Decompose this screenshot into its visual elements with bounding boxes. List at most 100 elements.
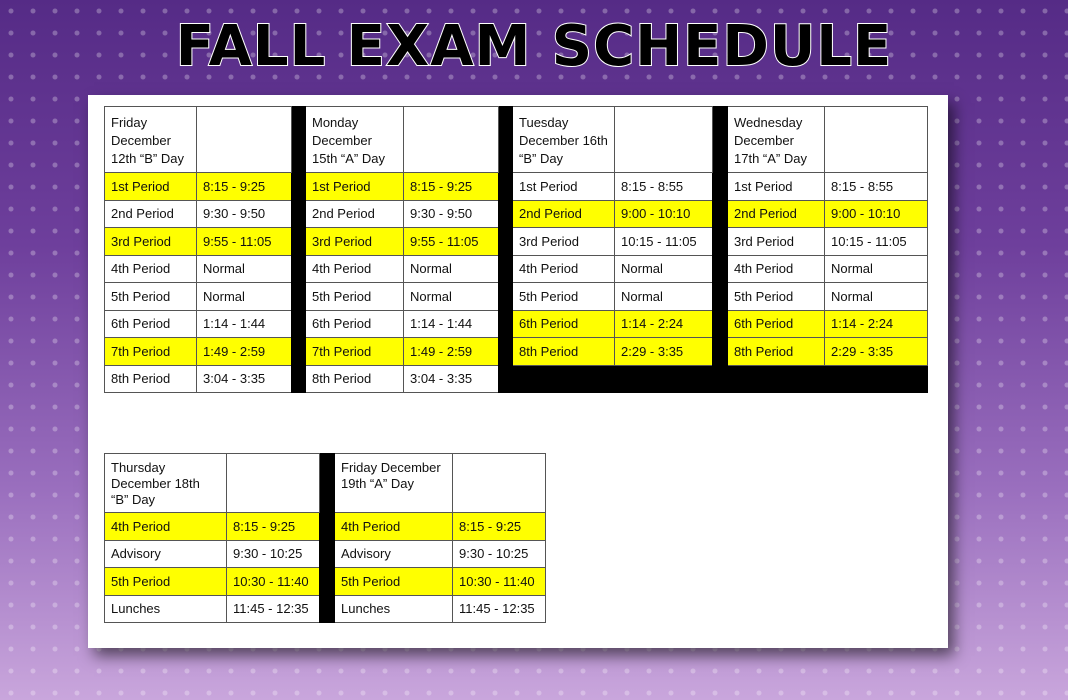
time-cell: 9:30 - 10:25 — [226, 539, 320, 568]
exam-schedule-table-end: Thursday December 18th “B” Day Friday Dec… — [104, 453, 546, 623]
time-cell: 8:15 - 9:25 — [403, 172, 499, 201]
day-separator — [498, 106, 513, 393]
blacked-out-cell — [512, 364, 713, 393]
period-cell: 2nd Period — [512, 199, 615, 228]
time-cell: 10:15 - 11:05 — [614, 227, 713, 256]
period-cell: 7th Period — [104, 337, 197, 366]
time-cell: 9:30 - 9:50 — [403, 199, 499, 228]
period-cell: 3rd Period — [727, 227, 825, 256]
table-row: 5th Period 10:30 - 11:40 5th Period 10:30 -… — [104, 567, 546, 596]
period-cell: 1st Period — [727, 172, 825, 201]
time-cell: 8:15 - 9:25 — [452, 512, 546, 541]
period-cell: 5th Period — [104, 282, 197, 311]
header-row: Friday December 12th “B” Day Monday Decem… — [104, 106, 928, 393]
period-cell: 4th Period — [512, 254, 615, 283]
day-header-tuesday-december-16th-b-day: Tuesday December 16th “B” Day — [512, 106, 615, 173]
period-cell: 1st Period — [104, 172, 197, 201]
period-cell: Lunches — [334, 594, 453, 623]
table-row: 5th Period Normal 5th Period Normal 5th Peri… — [104, 282, 928, 311]
time-cell: 1:14 - 1:44 — [403, 309, 499, 338]
period-cell: 1st Period — [305, 172, 404, 201]
period-cell: 3rd Period — [305, 227, 404, 256]
time-cell: Normal — [403, 254, 499, 283]
table-row: 4th Period 8:15 - 9:25 4th Period 8:15 - 9:… — [104, 512, 546, 541]
period-cell: 5th Period — [104, 567, 227, 596]
period-cell: 8th Period — [512, 337, 615, 366]
time-cell: 9:55 - 11:05 — [196, 227, 292, 256]
period-cell: 4th Period — [104, 254, 197, 283]
time-cell: Normal — [824, 254, 928, 283]
day-header-friday-december-12th-b-day: Friday December 12th “B” Day — [104, 106, 197, 173]
time-cell: Normal — [196, 282, 292, 311]
day-header-monday-december-15th-a-day: Monday December 15th “A” Day — [305, 106, 404, 173]
period-cell: 4th Period — [104, 512, 227, 541]
day-header-wednesday-december-17th-a-day: Wednesday December 17th “A” Day — [727, 106, 825, 173]
day-separator — [319, 453, 335, 623]
exam-schedule-table-week: Friday December 12th “B” Day Monday Decem… — [104, 106, 928, 393]
time-cell: Normal — [614, 254, 713, 283]
time-cell: 9:00 - 10:10 — [824, 199, 928, 228]
period-cell: 3rd Period — [512, 227, 615, 256]
time-cell: 9:30 - 9:50 — [196, 199, 292, 228]
time-cell: 2:29 - 3:35 — [614, 337, 713, 366]
period-cell: 3rd Period — [104, 227, 197, 256]
time-cell: 9:00 - 10:10 — [614, 199, 713, 228]
empty-header-cell — [452, 453, 546, 513]
time-cell: 1:14 - 1:44 — [196, 309, 292, 338]
table-row: 6th Period 1:14 - 1:44 6th Period 1:14 - 1:… — [104, 309, 928, 338]
time-cell: 8:15 - 8:55 — [614, 172, 713, 201]
period-cell: 4th Period — [305, 254, 404, 283]
time-cell: 1:49 - 2:59 — [403, 337, 499, 366]
period-cell: 8th Period — [727, 337, 825, 366]
period-cell: 5th Period — [727, 282, 825, 311]
table-row: 2nd Period 9:30 - 9:50 2nd Period 9:30 - 9:… — [104, 199, 928, 228]
header-row: Thursday December 18th “B” Day Friday Dec… — [104, 453, 546, 623]
blacked-out-cell — [727, 364, 928, 393]
time-cell: 8:15 - 9:25 — [226, 512, 320, 541]
day-separator — [291, 106, 306, 393]
time-cell: 3:04 - 3:35 — [403, 364, 499, 393]
time-cell: 9:30 - 10:25 — [452, 539, 546, 568]
time-cell: 3:04 - 3:35 — [196, 364, 292, 393]
time-cell: 10:30 - 11:40 — [452, 567, 546, 596]
table-row: 3rd Period 9:55 - 11:05 3rd Period 9:55 - 1… — [104, 227, 928, 256]
page-title: FALL EXAM SCHEDULE — [175, 13, 893, 80]
day-header-thursday-december-18th-b-day: Thursday December 18th “B” Day — [104, 453, 227, 513]
time-cell: 11:45 - 12:35 — [452, 594, 546, 623]
table-row: 8th Period 3:04 - 3:35 8th Period 3:04 - 3:… — [104, 364, 928, 393]
period-cell: 5th Period — [512, 282, 615, 311]
period-cell: 8th Period — [104, 364, 197, 393]
time-cell: 1:14 - 2:24 — [614, 309, 713, 338]
period-cell: Lunches — [104, 594, 227, 623]
day-separator — [712, 106, 728, 393]
empty-header-cell — [226, 453, 320, 513]
period-cell: 6th Period — [512, 309, 615, 338]
period-cell: Advisory — [104, 539, 227, 568]
period-cell: 6th Period — [727, 309, 825, 338]
table-row: Advisory 9:30 - 10:25 Advisory 9:30 - 10:25 — [104, 539, 546, 568]
table-row: Lunches 11:45 - 12:35 Lunches 11:45 - 12:35 — [104, 594, 546, 623]
time-cell: 2:29 - 3:35 — [824, 337, 928, 366]
period-cell: 2nd Period — [727, 199, 825, 228]
day-header-friday-december-19th-a-day: Friday December 19th “A” Day — [334, 453, 453, 513]
time-cell: 10:15 - 11:05 — [824, 227, 928, 256]
table-row: 1st Period 8:15 - 9:25 1st Period 8:15 - 9:… — [104, 172, 928, 201]
time-cell: Normal — [403, 282, 499, 311]
time-cell: 1:49 - 2:59 — [196, 337, 292, 366]
time-cell: 1:14 - 2:24 — [824, 309, 928, 338]
time-cell: 10:30 - 11:40 — [226, 567, 320, 596]
period-cell: 4th Period — [727, 254, 825, 283]
period-cell: 6th Period — [305, 309, 404, 338]
schedule-sheet: Friday December 12th “B” Day Monday Decem… — [88, 95, 948, 648]
period-cell: 6th Period — [104, 309, 197, 338]
empty-header-cell — [824, 106, 928, 173]
time-cell: 8:15 - 8:55 — [824, 172, 928, 201]
period-cell: Advisory — [334, 539, 453, 568]
period-cell: 5th Period — [334, 567, 453, 596]
table-row: 7th Period 1:49 - 2:59 7th Period 1:49 - 2:… — [104, 337, 928, 366]
time-cell: Normal — [824, 282, 928, 311]
period-cell: 8th Period — [305, 364, 404, 393]
period-cell: 7th Period — [305, 337, 404, 366]
period-cell: 2nd Period — [305, 199, 404, 228]
time-cell: Normal — [196, 254, 292, 283]
